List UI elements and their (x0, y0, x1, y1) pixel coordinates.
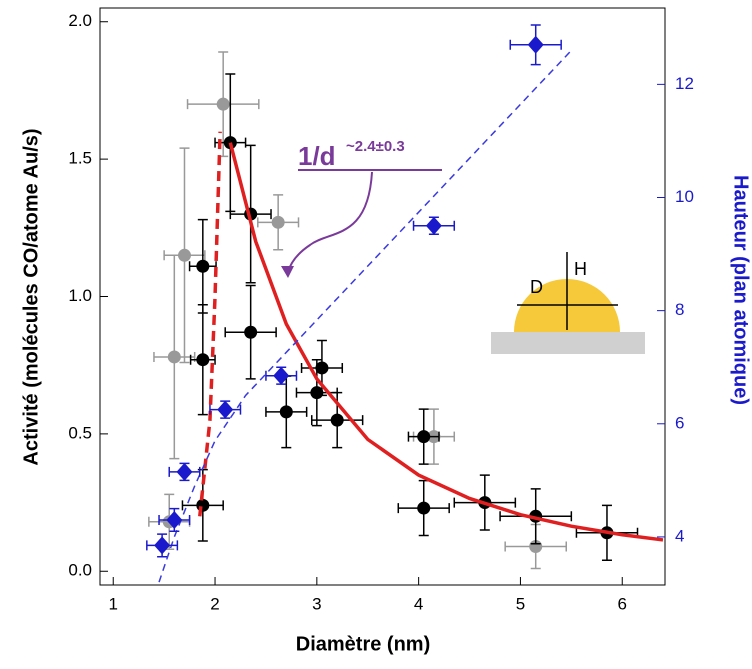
marker (425, 216, 442, 235)
annotation-exponent: ~2.4±0.3 (346, 138, 405, 155)
y2-tick-label: 4 (675, 526, 684, 545)
y2-axis-label: Hauteur (plan atomique) (730, 175, 752, 405)
y-tick-label: 2.0 (68, 11, 92, 30)
fit-line (228, 142, 664, 542)
fit-line (198, 131, 222, 517)
inset-label: D (530, 277, 543, 297)
marker (166, 510, 183, 529)
y2-tick-label: 12 (675, 74, 694, 93)
y-tick-label: 1.0 (68, 286, 92, 305)
marker (330, 413, 344, 427)
y-axis-label: Activité (molécules CO/atome Au/s) (20, 128, 42, 465)
x-tick-label: 3 (312, 594, 321, 613)
y2-tick-label: 6 (675, 413, 684, 432)
marker (167, 350, 181, 364)
marker (196, 259, 210, 273)
y-tick-label: 0.5 (68, 423, 92, 442)
fit-line (158, 49, 572, 583)
y-tick-label: 0.0 (68, 561, 92, 580)
x-tick-label: 2 (210, 594, 219, 613)
marker (417, 501, 431, 515)
x-tick-label: 6 (618, 594, 627, 613)
y2-tick-label: 8 (675, 300, 684, 319)
marker (216, 97, 230, 111)
inset-label: H (574, 259, 587, 279)
annotation-arrowhead (281, 266, 294, 278)
x-tick-label: 1 (108, 594, 117, 613)
marker (417, 430, 431, 444)
y2-tick-label: 10 (675, 187, 694, 206)
marker (244, 325, 258, 339)
x-axis-label: Diamètre (nm) (296, 633, 430, 655)
annotation-arrow (287, 171, 373, 273)
marker (527, 35, 544, 54)
marker (217, 400, 234, 419)
marker (315, 361, 329, 375)
marker (154, 536, 171, 555)
annotation: 1/d (298, 141, 336, 171)
x-tick-label: 4 (414, 594, 423, 613)
marker (196, 353, 210, 367)
marker (271, 215, 285, 229)
inset-substrate (491, 332, 645, 354)
marker (176, 462, 193, 481)
x-tick-label: 5 (516, 594, 525, 613)
marker (273, 366, 290, 385)
y-tick-label: 1.5 (68, 149, 92, 168)
marker (279, 405, 293, 419)
marker (177, 248, 191, 262)
marker (196, 498, 210, 512)
